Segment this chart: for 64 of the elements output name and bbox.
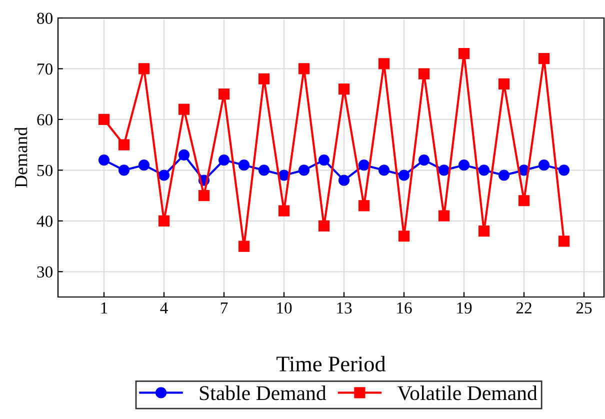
y-axis-title: Demand (14, 127, 28, 188)
point (438, 210, 450, 222)
point (318, 154, 330, 166)
x-tick-label: 13 (337, 302, 352, 314)
point (218, 88, 230, 100)
point (518, 195, 530, 206)
point (378, 164, 390, 176)
y-tick-label: 80 (37, 12, 53, 24)
x-tick-label: 22 (516, 302, 532, 314)
point (98, 154, 110, 166)
point (338, 174, 350, 186)
point (418, 68, 430, 80)
point (458, 160, 470, 171)
x-tick-label: 4 (160, 302, 168, 314)
point (338, 83, 350, 95)
point (278, 205, 290, 216)
point (258, 164, 270, 176)
point (298, 63, 310, 74)
x-tick-label: 25 (576, 302, 592, 314)
y-tick-label: 70 (38, 63, 53, 75)
point (118, 139, 130, 150)
point (158, 170, 170, 181)
y-tick-label: 50 (37, 164, 53, 176)
point (478, 164, 490, 176)
point (458, 48, 470, 60)
point (478, 226, 490, 237)
point (538, 53, 550, 64)
point (138, 63, 150, 74)
point (318, 220, 330, 232)
point (558, 236, 570, 247)
point (178, 149, 190, 161)
point (398, 230, 410, 242)
point (198, 190, 210, 202)
x-tick-label: 16 (397, 302, 412, 314)
x-tick-label: 1 (101, 302, 108, 314)
point (258, 73, 270, 84)
point (158, 215, 170, 226)
x-axis-title: Time Period (276, 356, 386, 372)
y-tick-label: 40 (36, 216, 53, 227)
point (98, 114, 110, 126)
point (238, 160, 250, 171)
x-tick-label: 19 (457, 302, 472, 314)
point (118, 164, 130, 176)
point (538, 160, 550, 171)
legend-label: Volatile Demand (397, 386, 538, 400)
y-tick-label: 60 (37, 114, 53, 126)
point (218, 154, 230, 166)
point (298, 164, 310, 176)
point (178, 104, 190, 115)
point (558, 164, 570, 176)
point (498, 78, 510, 90)
point (358, 200, 370, 212)
point (498, 170, 510, 181)
point (438, 164, 450, 176)
point (238, 240, 250, 252)
legend-label: Stable Demand (200, 386, 326, 400)
y-tick-label: 30 (37, 266, 53, 278)
point (358, 160, 370, 171)
x-tick-label: 10 (277, 302, 292, 314)
point (378, 58, 390, 70)
x-tick-label: 7 (220, 302, 228, 314)
point (138, 160, 150, 171)
point (418, 154, 430, 166)
point (398, 170, 410, 181)
